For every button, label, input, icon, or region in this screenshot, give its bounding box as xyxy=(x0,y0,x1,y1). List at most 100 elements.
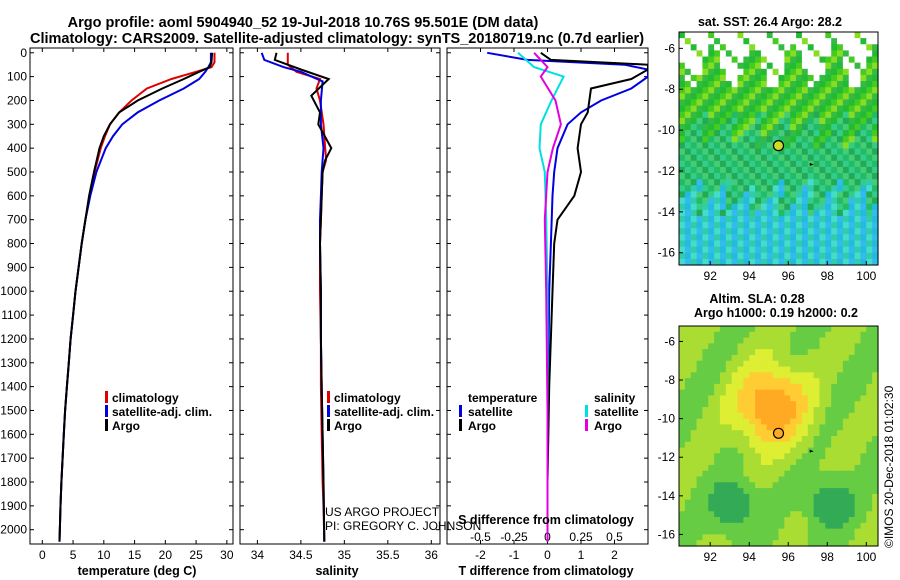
map-cell xyxy=(760,528,768,536)
x2-tick-label: 0.5 xyxy=(606,530,623,544)
map-cell xyxy=(719,38,727,45)
map-cell xyxy=(801,326,809,333)
map-cell xyxy=(831,130,838,137)
map-cell xyxy=(872,337,879,344)
map-cell xyxy=(679,258,686,266)
map-cell xyxy=(784,337,791,344)
map-cell xyxy=(819,493,826,501)
map-cell xyxy=(831,56,838,64)
map-cell xyxy=(708,395,715,402)
map-cell xyxy=(766,522,774,530)
map-cell xyxy=(819,326,826,333)
map-cell xyxy=(725,50,733,58)
map-cell xyxy=(684,453,692,460)
map-cell xyxy=(760,130,768,137)
map-cell xyxy=(790,540,797,547)
map-cell xyxy=(854,372,862,379)
map-cell xyxy=(702,50,709,58)
map-cell xyxy=(737,366,744,373)
map-cell xyxy=(796,160,803,168)
map-cell xyxy=(684,378,692,385)
map-cell xyxy=(714,418,721,426)
map-cell xyxy=(760,354,768,362)
map-cell xyxy=(772,173,780,180)
map-cell xyxy=(772,343,780,350)
map-cell xyxy=(807,383,815,391)
map-cell xyxy=(737,93,744,101)
map-cell xyxy=(684,44,692,51)
map-cell xyxy=(837,179,844,186)
map-cell xyxy=(866,517,873,524)
map-cell xyxy=(743,366,750,373)
map-cell xyxy=(708,234,715,242)
map-cell xyxy=(831,197,838,205)
map-cell xyxy=(702,203,709,211)
map-cell xyxy=(825,343,832,350)
map-cell xyxy=(737,326,744,333)
map-cell xyxy=(749,258,756,266)
map-cell xyxy=(796,407,803,414)
map-cell xyxy=(848,326,856,333)
map-cell xyxy=(813,326,821,333)
map-cell xyxy=(784,179,791,186)
map-cell xyxy=(684,354,692,362)
map-cell xyxy=(725,56,733,64)
map-cell xyxy=(731,331,739,339)
map-cell xyxy=(813,354,821,362)
map-cell xyxy=(684,488,692,495)
map-cell xyxy=(819,166,826,174)
map-cell xyxy=(725,117,733,125)
map-cell xyxy=(872,62,879,70)
map-cell xyxy=(813,142,821,150)
map-cell xyxy=(784,389,791,397)
map-cell xyxy=(737,38,744,45)
map-cell xyxy=(796,436,803,443)
map-cell xyxy=(737,209,744,217)
map-cell xyxy=(813,160,821,168)
map-cell xyxy=(679,349,686,356)
map-cell xyxy=(784,117,791,125)
map-cell xyxy=(679,185,686,193)
map-cell xyxy=(743,56,750,64)
map-cell xyxy=(755,203,762,211)
map-cell xyxy=(749,68,756,76)
map-cell xyxy=(760,349,768,356)
map-cell xyxy=(813,246,821,254)
map-cell xyxy=(719,185,727,193)
map-cell xyxy=(679,464,686,472)
map-cell xyxy=(854,326,862,333)
map-cell xyxy=(731,99,739,107)
map-cell xyxy=(702,517,709,524)
lon-tick-label: 92 xyxy=(704,550,718,564)
map-cell xyxy=(766,476,774,483)
map-cell xyxy=(848,464,856,472)
map-cell xyxy=(743,522,750,530)
map-cell xyxy=(772,418,780,426)
map-cell xyxy=(784,395,791,402)
map-cell xyxy=(848,430,856,437)
map-cell xyxy=(690,493,698,501)
map-cell xyxy=(801,476,809,483)
map-cell xyxy=(737,378,744,385)
map-cell xyxy=(796,209,803,217)
map-cell xyxy=(737,240,744,248)
map-cell xyxy=(784,540,791,547)
map-cell xyxy=(714,117,721,125)
map-cell xyxy=(854,148,862,156)
lat-tick-label: -6 xyxy=(664,334,675,348)
map-cell xyxy=(725,215,733,223)
map-cell xyxy=(796,252,803,260)
map-cell xyxy=(860,372,867,379)
map-cell xyxy=(790,228,797,235)
map-cell xyxy=(760,142,768,150)
map-cell xyxy=(737,191,744,199)
map-cell xyxy=(796,87,803,94)
map-cell xyxy=(784,476,791,483)
panel-temperature: 0100200300400500600700800900100011001200… xyxy=(0,46,234,562)
map-cell xyxy=(813,123,821,131)
map-cell xyxy=(760,389,768,397)
map-cell xyxy=(872,441,879,449)
map-cell xyxy=(725,166,733,174)
map-cell xyxy=(813,505,821,512)
map-cell xyxy=(790,476,797,483)
